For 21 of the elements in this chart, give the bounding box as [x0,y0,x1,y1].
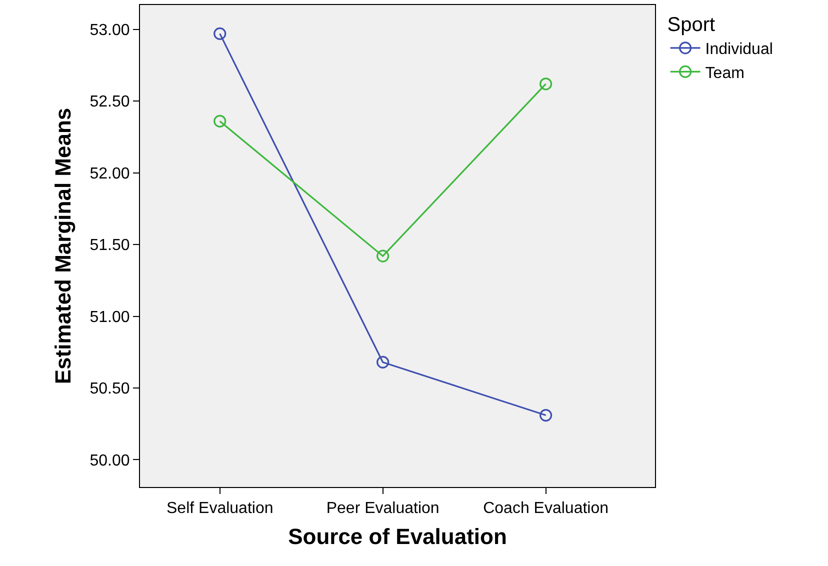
y-tick-label: 51.50 [90,237,130,254]
y-axis-title: Estimated Marginal Means [50,108,76,384]
x-tick-label: Coach Evaluation [483,500,609,518]
x-tick-label: Self Evaluation [166,500,274,518]
y-tick-label: 51.00 [90,308,130,326]
x-axis-title: Source of Evaluation [288,524,507,550]
y-tick-label: 52.00 [90,165,130,182]
legend-label: Team [705,64,744,82]
point [376,356,390,368]
legend-label: Individual [705,41,773,58]
point [376,250,390,262]
x-tick-label: Peer Evaluation [326,500,440,518]
y-tick-label: 50.50 [90,380,130,398]
legend-title: Sport [667,14,716,36]
point [540,78,552,90]
y-tick-label: 50.00 [90,452,130,470]
point [540,408,552,422]
y-tick-label: 52.50 [90,94,130,111]
point [214,27,226,40]
point [214,114,226,128]
y-tick-label: 53.00 [90,22,130,39]
